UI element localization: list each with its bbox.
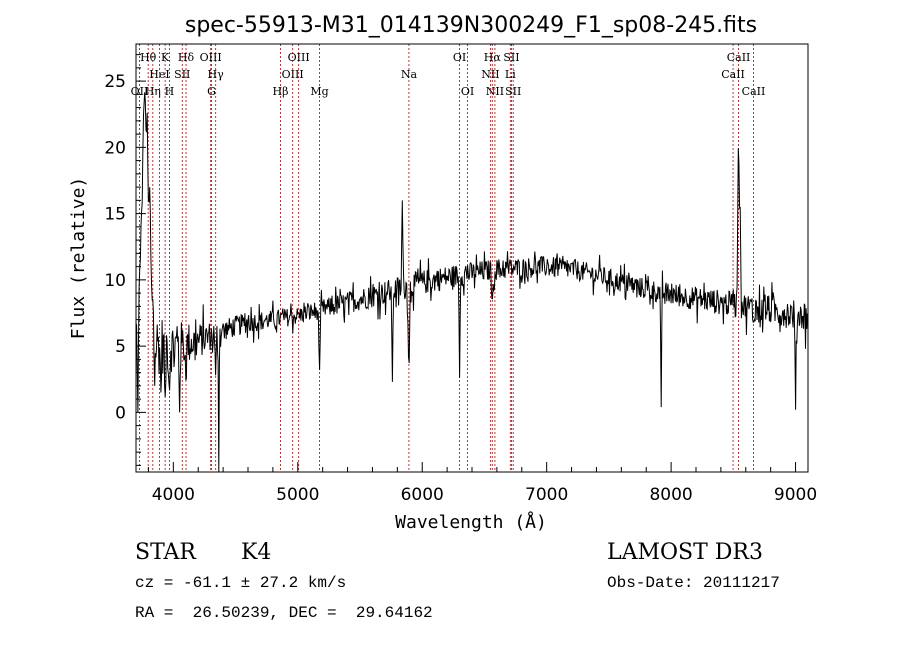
- spectral-line-labels: OII Hθ HeI Hη K H SII Hδ OIII Hγ G Hβ OIII OIII Mg Na OI…: [131, 51, 766, 98]
- line-label-oi: OI: [453, 51, 466, 64]
- line-label-hγ: Hγ: [208, 68, 225, 81]
- line-label-hθ: Hθ: [140, 51, 157, 64]
- line-label-g: G: [207, 85, 216, 98]
- line-label-oi: OI: [461, 85, 474, 98]
- x-tick-label: 8000: [649, 485, 692, 505]
- line-label-hβ: Hβ: [273, 85, 289, 98]
- y-tick-label: 5: [115, 337, 126, 357]
- line-label-k: K: [161, 51, 170, 64]
- object-class: STAR: [135, 540, 196, 565]
- redshift-velocity: cz = -61.1 ± 27.2 km/s: [135, 574, 347, 592]
- y-tick-label: 15: [104, 205, 126, 225]
- line-label-oiii: OIII: [288, 51, 310, 64]
- line-label-hei: HeI: [149, 68, 169, 81]
- line-label-h: H: [165, 85, 175, 98]
- line-label-caii: CaII: [742, 85, 766, 98]
- line-label-li: Li: [505, 68, 516, 81]
- line-label-hη: Hη: [145, 85, 161, 98]
- y-tick-label: 10: [104, 271, 126, 291]
- x-tick-label: 4000: [152, 485, 195, 505]
- line-label-nii: NII: [486, 85, 504, 98]
- line-label-caii: CaII: [727, 51, 751, 64]
- plot-frame: [135, 43, 809, 473]
- y-tick-label: 0: [115, 403, 126, 423]
- spectral-line-markers: [139, 44, 754, 472]
- coordinates: RA = 26.50239, DEC = 29.64162: [135, 604, 433, 622]
- line-label-hδ: Hδ: [178, 51, 195, 64]
- x-tick-label: 6000: [401, 485, 444, 505]
- y-axis-label: Flux (relative): [68, 177, 89, 340]
- line-label-mg: Mg: [310, 85, 328, 98]
- line-label-oiii: OIII: [200, 51, 222, 64]
- spectrum-line: [135, 92, 809, 473]
- line-label-sii: SII: [505, 85, 521, 98]
- y-axis: 0 5 10 15 20 25: [104, 54, 146, 466]
- line-label-sii: SII: [503, 51, 519, 64]
- observation-date: Obs-Date: 20111217: [607, 574, 780, 592]
- line-label-oii: OII: [131, 85, 149, 98]
- y-tick-label: 20: [104, 138, 126, 158]
- line-label-sii: SII: [174, 68, 190, 81]
- object-subclass: K4: [241, 540, 272, 565]
- x-tick-label: 7000: [525, 485, 568, 505]
- x-tick-label: 9000: [774, 485, 817, 505]
- line-label-oiii: OIII: [282, 68, 304, 81]
- x-axis: 4000 5000 6000 7000 8000 9000: [147, 462, 817, 505]
- line-label-hα: Hα: [484, 51, 502, 64]
- x-axis-label: Wavelength (Å): [395, 511, 547, 533]
- line-label-na: Na: [401, 68, 418, 81]
- x-tick-label: 5000: [276, 485, 319, 505]
- y-tick-label: 25: [104, 72, 126, 92]
- survey-name: LAMOST DR3: [607, 540, 763, 565]
- chart-title: spec-55913-M31_014139N300249_F1_sp08-245…: [185, 13, 757, 38]
- line-label-nii: NII: [481, 68, 499, 81]
- line-label-caii: CaII: [721, 68, 745, 81]
